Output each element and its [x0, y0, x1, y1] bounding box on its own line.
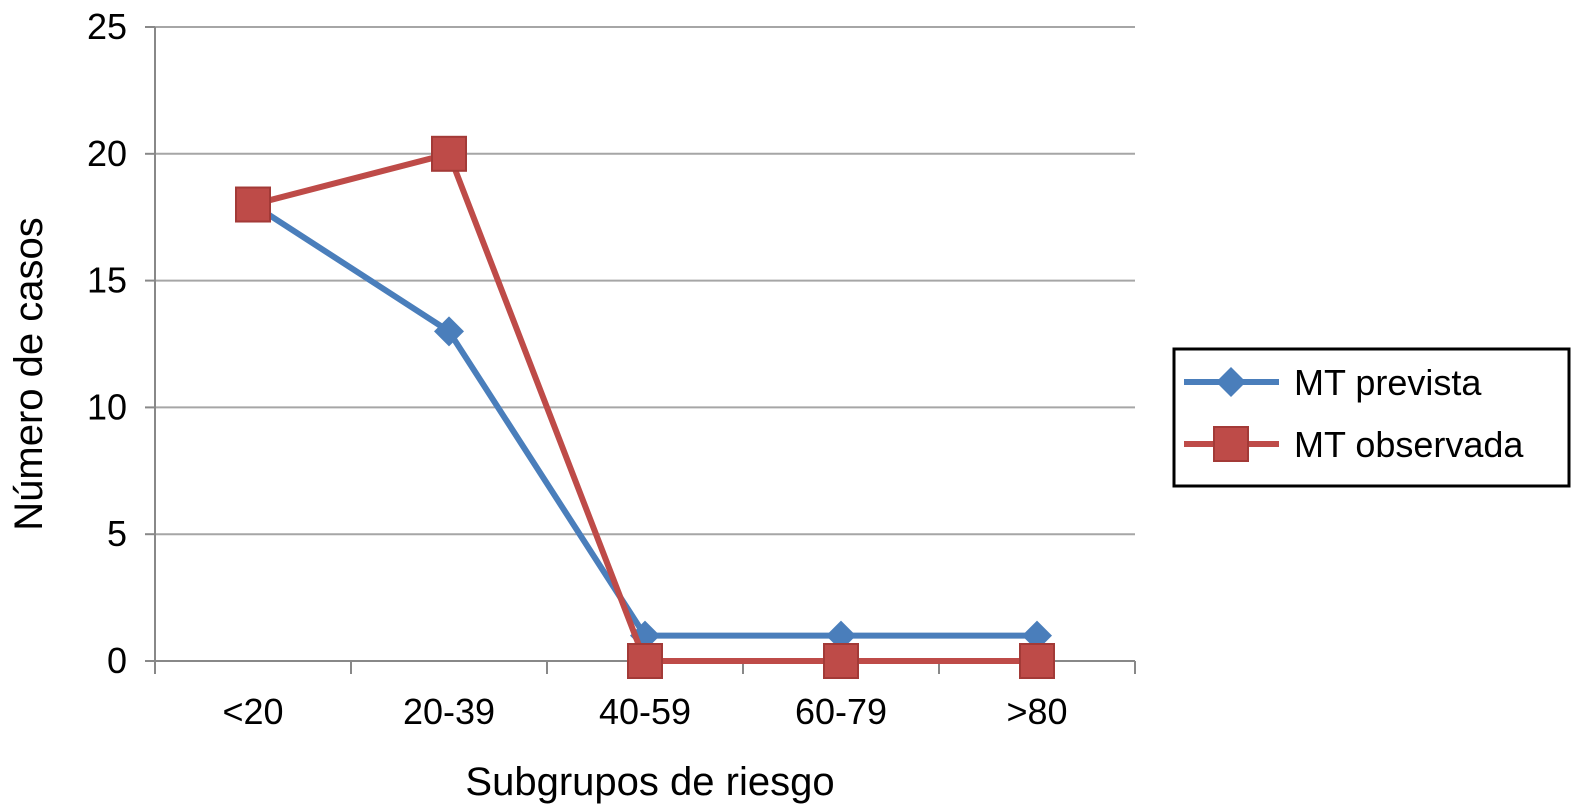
- series: [235, 135, 1055, 679]
- y-tick-label: 20: [87, 133, 127, 174]
- data-point: [627, 643, 663, 679]
- x-tick-label: <20: [222, 691, 283, 732]
- data-point: [235, 186, 271, 223]
- x-tick-label: 20-39: [403, 691, 495, 732]
- x-tick-label: 60-79: [795, 691, 887, 732]
- legend-box: [1172, 347, 1571, 488]
- data-point: [823, 643, 859, 679]
- x-axis-title: Subgrupos de riesgo: [465, 760, 834, 804]
- y-tick-label: 25: [87, 6, 127, 47]
- x-tick-label: >80: [1006, 691, 1067, 732]
- y-tick-label: 0: [107, 640, 127, 681]
- x-tick-label: 40-59: [599, 691, 691, 732]
- series-1: [238, 189, 1052, 651]
- legend-label: MT observada: [1294, 424, 1524, 465]
- data-point: [1019, 643, 1055, 679]
- legend: MT prevista MT observada: [1172, 347, 1571, 488]
- legend-marker: [1216, 367, 1246, 397]
- legend-label: MT prevista: [1294, 362, 1482, 403]
- axes: [154, 27, 1135, 662]
- legend-item: MT observada: [1184, 424, 1524, 465]
- series-line: [251, 202, 1037, 639]
- legend-marker: [1213, 426, 1249, 462]
- y-tick-labels: 0 5 10 15 20 25: [87, 6, 127, 681]
- data-point: [434, 316, 464, 347]
- y-tick-label: 5: [107, 513, 127, 554]
- y-axis-title: Número de casos: [7, 217, 51, 530]
- legend-item: MT prevista: [1184, 362, 1482, 403]
- y-tick-label: 10: [87, 386, 127, 427]
- gridlines: [145, 26, 1136, 674]
- series-2: [235, 135, 1055, 679]
- x-tick-labels: <20 20-39 40-59 60-79 >80: [222, 691, 1067, 732]
- y-tick-label: 15: [87, 260, 127, 301]
- data-point: [431, 135, 467, 172]
